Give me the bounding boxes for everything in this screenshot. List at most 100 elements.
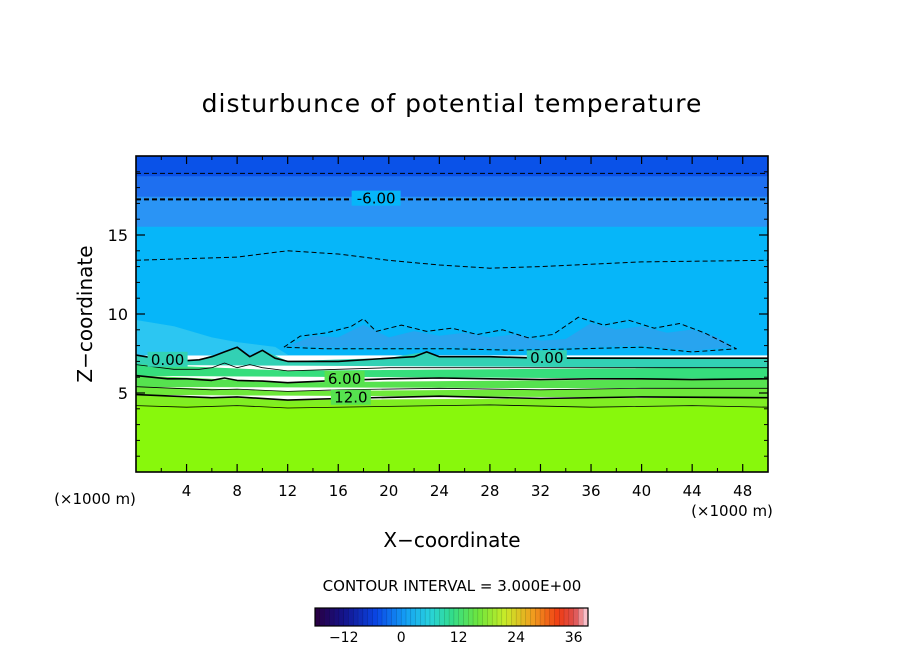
colorbar-cell	[473, 608, 479, 626]
colorbar	[314, 607, 589, 627]
y-tick-label-0: 5	[118, 384, 128, 403]
contour-label-3: 6.00	[328, 370, 361, 388]
colorbar-cell	[343, 608, 349, 626]
colorbar-cell	[444, 608, 450, 626]
colorbar-cell	[583, 608, 589, 626]
fill-band-1	[136, 176, 768, 198]
colorbar-cell	[434, 608, 440, 626]
contour-line-2	[136, 250, 768, 269]
colorbar-cell	[372, 608, 378, 626]
colorbar-cell	[530, 608, 536, 626]
colorbar-cell	[516, 608, 522, 626]
colorbar-cell	[401, 608, 407, 626]
x-axis-unit-left: (×1000 m)	[54, 490, 136, 508]
x-tick-label-4: 20	[379, 482, 398, 500]
colorbar-cell	[353, 608, 359, 626]
contour-label-bg-0	[351, 190, 401, 206]
colorbar-cell	[334, 608, 340, 626]
y-tick-label-2: 15	[108, 226, 128, 245]
contour-line-7	[136, 386, 768, 392]
colorbar-tick-label-1: 0	[397, 630, 406, 646]
colorbar-cell	[324, 608, 330, 626]
y-axis-ticks: 5 10 15	[108, 171, 768, 457]
colorbar-cell	[362, 608, 368, 626]
contour-fills	[136, 156, 768, 472]
colorbar-cell	[348, 608, 354, 626]
colorbar-cell	[573, 608, 579, 626]
colorbar-cell	[453, 608, 459, 626]
colorbar-cell	[377, 608, 383, 626]
colorbar-cell	[386, 608, 392, 626]
colorbar-cell	[520, 608, 527, 626]
colorbar-cell	[338, 608, 345, 626]
contour-label-bg-3	[324, 370, 365, 386]
contour-label-1: 0.00	[151, 351, 184, 369]
contour-line-5	[136, 362, 768, 372]
colorbar-tick-label-4: 36	[565, 630, 583, 646]
contour-line-4	[136, 346, 768, 363]
colorbar-cell	[358, 608, 364, 626]
colorbar-cell	[382, 608, 388, 626]
contour-label-bg-1	[147, 351, 188, 367]
x-tick-label-6: 28	[480, 482, 499, 500]
colorbar-cell	[477, 608, 483, 626]
y-axis-label: Z−coordinate	[73, 245, 97, 382]
colorbar-cell	[487, 608, 493, 626]
fill-band-2	[136, 196, 768, 228]
contour-label-2: 0.00	[530, 349, 563, 367]
colorbar-cell	[535, 608, 541, 626]
colorbar-cell	[501, 608, 507, 626]
colorbar-cell	[568, 608, 574, 626]
fill-band-3	[136, 226, 768, 356]
x-tick-label-9: 40	[632, 482, 651, 500]
colorbar-cell	[396, 608, 402, 626]
fill-band-6	[136, 364, 768, 380]
contour-line-8	[136, 393, 768, 401]
colorbar-cell	[549, 608, 555, 626]
colorbar-cell	[429, 608, 436, 626]
chart-title: disturbunce of potential temperature	[202, 89, 703, 118]
x-tick-label-8: 36	[581, 482, 600, 500]
contour-label-0: -6.00	[357, 190, 396, 208]
colorbar-cell	[406, 608, 412, 626]
colorbar-cell	[391, 608, 397, 626]
x-axis-ticks: 4 8 12 16 20 24 28 32 36 40 44 48	[160, 156, 752, 500]
x-tick-label-1: 8	[232, 482, 242, 500]
x-tick-label-0: 4	[182, 482, 192, 500]
x-tick-label-11: 48	[733, 482, 752, 500]
colorbar-cell	[367, 608, 373, 626]
x-tick-label-7: 32	[531, 482, 550, 500]
colorbar-cell	[420, 608, 426, 626]
colorbar-cell	[439, 608, 445, 626]
colorbar-tick-label-3: 24	[507, 630, 525, 646]
colorbar-frame	[314, 607, 589, 627]
colorbar-cell	[468, 608, 474, 626]
x-tick-label-5: 24	[430, 482, 449, 500]
colorbar-cell	[506, 608, 512, 626]
colorbar-cell	[578, 608, 584, 626]
x-axis-label: X−coordinate	[383, 528, 520, 552]
x-tick-label-10: 44	[683, 482, 702, 500]
colorbar-cell	[544, 608, 550, 626]
colorbar-tick-labels: −12 0 12 24 36	[329, 630, 583, 646]
y-tick-label-1: 10	[108, 305, 128, 324]
colorbar-cell	[482, 608, 488, 626]
colorbar-cell	[425, 608, 431, 626]
colorbar-cell	[315, 608, 321, 626]
colorbar-cell	[449, 608, 455, 626]
colorbar-cell	[415, 608, 421, 626]
colorbar-cell	[463, 608, 469, 626]
x-tick-label-3: 16	[329, 482, 348, 500]
colorbar-cell	[559, 608, 565, 626]
x-tick-label-2: 12	[278, 482, 297, 500]
colorbar-cell	[410, 608, 416, 626]
colorbar-tick-label-2: 12	[450, 630, 468, 646]
contour-line-3	[283, 316, 737, 353]
fill-band-0	[136, 156, 768, 179]
contour-label-bg-4	[330, 389, 371, 405]
fill-band-11	[290, 323, 734, 351]
colorbar-tick-label-0: −12	[329, 630, 359, 646]
colorbar-cell	[540, 608, 546, 626]
